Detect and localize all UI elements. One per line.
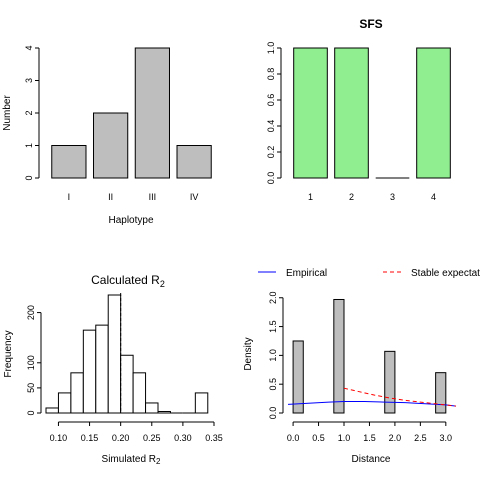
distance-ytick-label: 2.0 [268,292,278,305]
r2-histogram-bar-3 [70,372,84,414]
distance-histogram-bar-4 [435,372,447,414]
distance-ytick-label: 0.0 [268,407,278,420]
r2-ytick-label: 200 [26,305,36,320]
r2-xlabel-sub: 2 [156,457,161,466]
sfs-xtick-label: 3 [390,192,395,202]
r2-xlabel-main: Simulated R [102,454,156,465]
r2-xtick-label: 0.20 [112,433,130,443]
sfs-bar-2 [334,47,369,179]
r2-xtick-label: 0.15 [81,433,99,443]
r2-ytick-label: 50 [26,383,36,393]
r2-ytick-label: 0 [26,410,36,415]
distance-legend: Empirical Stable expectation [258,268,480,279]
r2-xlabel: Simulated R2 [102,454,161,466]
r2-ytick-label: 100 [26,355,36,370]
stable-expectation-curve [343,387,457,407]
sfs-ytick-label: 0.2 [266,146,276,159]
sfs-xtick-label: 4 [431,192,436,202]
r2-histogram-bar-13 [194,392,209,414]
distance-histogram-bar-2 [333,298,345,414]
distance-ylabel: Density [243,337,254,370]
distance-histogram-bar-1 [292,340,304,414]
r2-xtick-label: 0.25 [143,433,161,443]
sfs-ytick-label: 0.4 [266,120,276,133]
sfs-chart: SFS 1 2 3 4 0.0 0.2 0.4 0.6 0.8 1.0 [266,17,451,202]
haplotype-ytick-label: 2 [24,110,34,115]
r2-histogram-bar-8 [132,372,147,414]
haplotype-bar-3 [134,47,170,179]
sfs-bar-1 [293,47,328,179]
haplotype-ytick-label: 0 [24,175,34,180]
haplotype-ylabel: Number [2,95,13,131]
haplotype-xlabel: Haplotype [108,215,153,226]
distance-xtick-label: 2.5 [414,433,427,443]
haplotype-ytick-label: 3 [24,78,34,83]
r2-histogram-bar-6 [107,294,122,414]
haplotype-bar-2 [93,112,129,179]
r2-title: Calculated R2 [91,273,165,289]
distance-xtick-label: 1.0 [338,433,351,443]
haplotype-ytick-label: 1 [24,143,34,148]
r2-xtick-label: 0.35 [205,433,223,443]
distance-xtick-label: 0.0 [287,433,300,443]
haplotype-bar-4 [176,145,212,179]
haplotype-bar-1 [51,145,87,179]
sfs-ytick-label: 0.6 [266,94,276,107]
sfs-title: SFS [359,17,382,31]
distance-ytick-label: 0.5 [268,378,278,391]
distance-xtick-label: 2.0 [389,433,402,443]
haplotype-xtick-label: IV [190,192,199,202]
distance-xlabel: Distance [352,454,391,465]
r2-histogram-bar-7 [120,354,134,414]
haplotype-ytick-label: 4 [24,45,34,50]
distance-ytick-label: 1.0 [268,349,278,362]
r2-title-sub: 2 [160,279,165,289]
r2-histogram: Calculated R2 Frequency Simulated R2 0.1… [3,273,223,466]
sfs-ytick-label: 1.0 [266,42,276,55]
empirical-curve [287,401,457,407]
sfs-ytick-label: 0.8 [266,68,276,81]
distance-ytick-label: 1.5 [268,320,278,333]
distance-xtick-label: 1.5 [363,433,376,443]
sfs-ytick-label: 0.0 [266,172,276,185]
distance-density-chart: Density Distance 0.0 0.5 1.0 1.5 2.0 2.5 3.0 0.… [243,268,480,465]
legend-empirical-label: Empirical [286,268,327,279]
distance-histogram-bar-3 [384,350,396,414]
r2-histogram-bar-1 [45,407,59,414]
r2-histogram-bar-5 [95,324,109,414]
legend-stable-label: Stable expectation [411,268,480,279]
r2-ylabel: Frequency [3,330,14,377]
haplotype-xtick-label: II [108,192,113,202]
r2-histogram-bar-10 [157,410,171,414]
r2-histogram-bar-9 [145,402,159,414]
distance-xtick-label: 0.5 [312,433,325,443]
distance-xtick-label: 3.0 [440,433,453,443]
haplotype-xtick-label: III [149,192,157,202]
r2-xtick-label: 0.30 [174,433,192,443]
sfs-bar-4 [416,47,451,179]
sfs-xtick-label: 1 [308,192,313,202]
r2-histogram-bar-4 [82,329,97,414]
sfs-xtick-label: 2 [349,192,354,202]
r2-histogram-bar-2 [57,392,72,414]
r2-xtick-label: 0.10 [50,433,68,443]
haplotype-xtick-label: I [68,192,71,202]
r2-title-main: Calculated R [91,273,160,287]
